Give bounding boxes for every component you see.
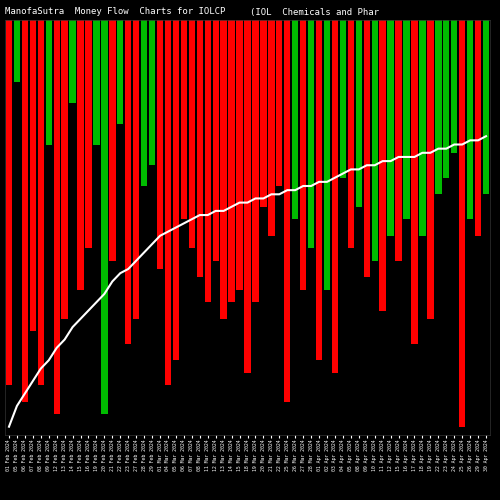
Bar — [196, 20, 203, 278]
Bar — [149, 20, 156, 165]
Bar — [165, 20, 171, 385]
Bar — [276, 20, 282, 186]
Bar — [451, 20, 458, 153]
Bar — [101, 20, 107, 414]
Bar — [332, 20, 338, 373]
Bar — [86, 20, 91, 248]
Bar — [364, 20, 370, 278]
Bar — [125, 20, 132, 344]
Bar — [284, 20, 290, 402]
Bar — [54, 20, 60, 414]
Bar — [117, 20, 123, 124]
Bar — [228, 20, 235, 302]
Bar — [157, 20, 163, 269]
Bar — [94, 20, 100, 144]
Text: ManofaSutra  Money Flow  Charts for IOLCP: ManofaSutra Money Flow Charts for IOLCP — [5, 8, 226, 16]
Bar — [30, 20, 36, 331]
Bar — [356, 20, 362, 207]
Bar — [14, 20, 20, 82]
Bar — [380, 20, 386, 310]
Bar — [244, 20, 250, 373]
Bar — [475, 20, 482, 236]
Bar — [22, 20, 28, 402]
Text: (IOL  Chemicals and Phar: (IOL Chemicals and Phar — [250, 8, 379, 16]
Bar — [180, 20, 187, 219]
Bar — [46, 20, 52, 144]
Bar — [396, 20, 402, 260]
Bar — [404, 20, 409, 219]
Bar — [443, 20, 450, 178]
Bar — [324, 20, 330, 290]
Bar — [62, 20, 68, 319]
Bar — [260, 20, 266, 207]
Bar — [109, 20, 116, 260]
Bar — [6, 20, 12, 385]
Bar — [388, 20, 394, 236]
Bar — [173, 20, 179, 360]
Bar — [308, 20, 314, 248]
Bar — [292, 20, 298, 219]
Bar — [78, 20, 84, 290]
Bar — [419, 20, 426, 236]
Bar — [316, 20, 322, 360]
Bar — [188, 20, 195, 248]
Bar — [412, 20, 418, 344]
Bar — [300, 20, 306, 290]
Bar — [340, 20, 346, 178]
Bar — [268, 20, 274, 236]
Bar — [467, 20, 473, 219]
Bar — [133, 20, 140, 319]
Bar — [427, 20, 434, 319]
Bar — [204, 20, 211, 302]
Bar — [459, 20, 466, 426]
Bar — [212, 20, 219, 260]
Bar — [236, 20, 242, 290]
Bar — [435, 20, 442, 195]
Bar — [252, 20, 258, 302]
Bar — [220, 20, 227, 319]
Bar — [348, 20, 354, 248]
Bar — [38, 20, 44, 385]
Bar — [141, 20, 148, 186]
Bar — [483, 20, 489, 195]
Bar — [372, 20, 378, 260]
Bar — [70, 20, 76, 103]
